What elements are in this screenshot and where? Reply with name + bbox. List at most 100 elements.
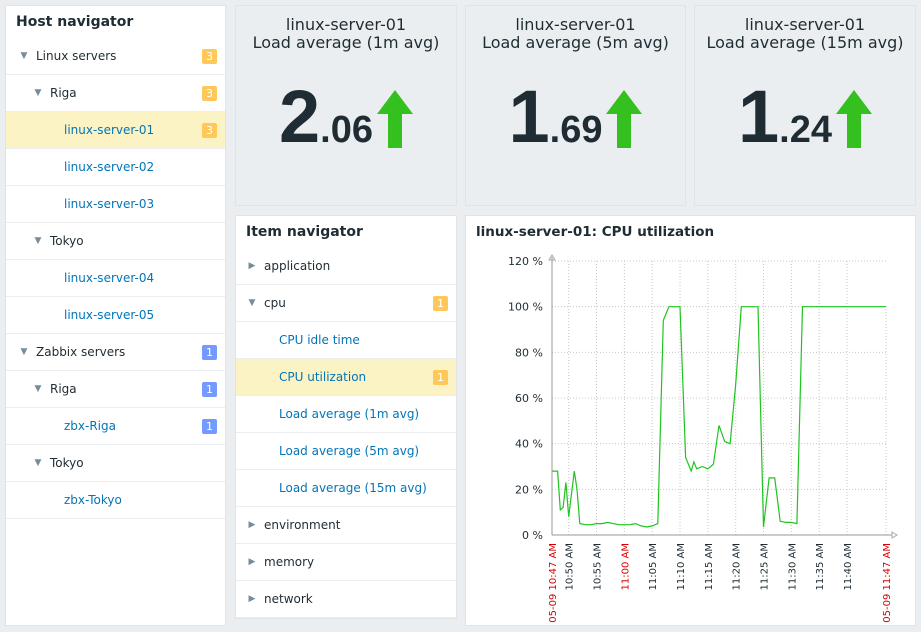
collapse-arrow-right-icon[interactable]: ▶ — [248, 261, 256, 271]
host-group-tree-item[interactable]: ▼ Zabbix servers 1 — [6, 334, 225, 371]
tree-item-label: Riga — [50, 86, 77, 100]
x-tick-label: 11:15 AM — [704, 543, 715, 590]
tree-item-label[interactable]: linux-server-01 — [64, 123, 155, 137]
item-group-tree-item[interactable]: ▶ application — [236, 248, 456, 285]
host-group-tree-item[interactable]: ▼ Tokyo — [6, 445, 225, 482]
metric-widget-load-1m[interactable]: linux-server-01 Load average (1m avg) 2.… — [235, 5, 457, 206]
y-tick-label: 80 % — [515, 346, 543, 359]
x-tick-label: 11:30 AM — [787, 543, 798, 590]
metric-value: 1.24 — [695, 74, 915, 159]
tree-item-label[interactable]: Load average (1m avg) — [279, 407, 420, 421]
host-tree-item[interactable]: linux-server-03 — [6, 186, 225, 223]
tree-item-label[interactable]: zbx-Tokyo — [64, 493, 122, 507]
cpu-utilization-series-line — [552, 306, 886, 528]
host-tree-item[interactable]: linux-server-05 — [6, 297, 225, 334]
item-tree-item[interactable]: CPU utilization 1 — [236, 359, 456, 396]
item-tree-item[interactable]: CPU idle time — [236, 322, 456, 359]
tree-item-label[interactable]: linux-server-03 — [64, 197, 155, 211]
graph-title: linux-server-01: CPU utilization — [476, 224, 715, 240]
host-navigator-title: Host navigator — [16, 14, 134, 30]
host-tree-item[interactable]: linux-server-02 — [6, 149, 225, 186]
y-axis-arrow-icon — [548, 254, 556, 261]
x-axis-arrow-icon — [891, 531, 898, 539]
x-tick-label: 11:20 AM — [732, 543, 743, 590]
y-tick-label: 60 % — [515, 392, 543, 405]
tree-item-label: memory — [264, 555, 315, 569]
host-group-tree-item[interactable]: ▼ Linux servers 3 — [6, 38, 225, 75]
tree-item-label[interactable]: Load average (15m avg) — [279, 481, 427, 495]
expand-arrow-down-icon[interactable]: ▼ — [34, 458, 42, 468]
tree-item-label: Riga — [50, 382, 77, 396]
tree-item-label: network — [264, 592, 313, 606]
item-tree-item[interactable]: Load average (15m avg) — [236, 470, 456, 507]
problem-count-badge: 1 — [433, 370, 448, 385]
problem-count-badge: 1 — [202, 345, 217, 360]
x-tick-label: 11:00 AM — [620, 543, 631, 590]
x-tick-label: 11:35 AM — [815, 543, 826, 590]
expand-arrow-down-icon[interactable]: ▼ — [20, 347, 28, 357]
cpu-utilization-chart[interactable]: 0 % 20 % 40 % 60 % 80 % 100 % 120 % 05-09 10:47… — [466, 254, 915, 624]
metric-value-decimal: .24 — [779, 109, 832, 151]
host-tree-item[interactable]: zbx-Tokyo — [6, 482, 225, 519]
host-group-tree-item[interactable]: ▼ Tokyo — [6, 223, 225, 260]
tree-item-label[interactable]: zbx-Riga — [64, 419, 116, 433]
y-tick-label: 40 % — [515, 438, 543, 451]
metric-host: linux-server-01 — [744, 15, 866, 34]
tree-item-label: environment — [264, 518, 341, 532]
x-tick-label: 05-09 10:47 AM — [548, 543, 559, 623]
x-tick-label: 11:25 AM — [760, 543, 771, 590]
trend-up-arrow-icon — [606, 90, 643, 151]
collapse-arrow-right-icon[interactable]: ▶ — [248, 594, 256, 604]
tree-item-label[interactable]: linux-server-05 — [64, 308, 155, 322]
item-group-tree-item[interactable]: ▼ cpu 1 — [236, 285, 456, 322]
metric-widget-load-5m[interactable]: linux-server-01 Load average (5m avg) 1.… — [465, 5, 686, 206]
tree-item-label[interactable]: CPU idle time — [279, 333, 360, 347]
tree-item-label: cpu — [264, 296, 286, 310]
expand-arrow-down-icon[interactable]: ▼ — [34, 236, 42, 246]
metric-host: linux-server-01 — [285, 15, 407, 34]
tree-item-label[interactable]: linux-server-04 — [64, 271, 155, 285]
tree-item-label[interactable]: CPU utilization — [279, 370, 367, 384]
metric-value-integer: 1 — [738, 75, 780, 158]
tree-item-label[interactable]: linux-server-02 — [64, 160, 155, 174]
item-tree-item[interactable]: Load average (5m avg) — [236, 433, 456, 470]
metric-widget-load-15m[interactable]: linux-server-01 Load average (15m avg) 1… — [694, 5, 916, 206]
problem-count-badge: 3 — [202, 123, 217, 138]
host-tree-item[interactable]: zbx-Riga 1 — [6, 408, 225, 445]
trend-up-arrow-icon — [376, 90, 413, 151]
host-tree-item[interactable]: linux-server-01 3 — [6, 112, 225, 149]
expand-arrow-down-icon[interactable]: ▼ — [34, 88, 42, 98]
host-group-tree-item[interactable]: ▼ Riga 1 — [6, 371, 225, 408]
expand-arrow-down-icon[interactable]: ▼ — [34, 384, 42, 394]
expand-arrow-down-icon[interactable]: ▼ — [248, 298, 256, 308]
item-group-tree-item[interactable]: ▶ network — [236, 581, 456, 618]
collapse-arrow-right-icon[interactable]: ▶ — [248, 557, 256, 567]
tree-item-label: Zabbix servers — [36, 345, 126, 359]
item-tree-item[interactable]: Load average (1m avg) — [236, 396, 456, 433]
item-navigator-title: Item navigator — [246, 224, 363, 240]
x-tick-label: 11:40 AM — [843, 543, 854, 590]
cpu-graph-panel: linux-server-01: CPU utilization 0 % 20 %… — [465, 215, 916, 626]
y-tick-label: 0 % — [522, 529, 543, 542]
metric-value-decimal: .69 — [549, 109, 603, 151]
x-tick-label: 05-09 11:47 AM — [882, 543, 893, 623]
collapse-arrow-right-icon[interactable]: ▶ — [248, 520, 256, 530]
tree-item-label: Tokyo — [50, 456, 84, 470]
problem-count-badge: 1 — [433, 296, 448, 311]
y-tick-label: 100 % — [508, 301, 543, 314]
problem-count-badge: 3 — [202, 49, 217, 64]
metric-description: Load average (5m avg) — [482, 33, 669, 52]
metric-value: 1.69 — [466, 74, 685, 159]
item-group-tree-item[interactable]: ▶ memory — [236, 544, 456, 581]
tree-item-label[interactable]: Load average (5m avg) — [279, 444, 420, 458]
y-tick-label: 120 % — [508, 255, 543, 268]
metric-value-decimal: .06 — [320, 109, 373, 151]
host-group-tree-item[interactable]: ▼ Riga 3 — [6, 75, 225, 112]
expand-arrow-down-icon[interactable]: ▼ — [20, 51, 28, 61]
tree-item-label: Linux servers — [36, 49, 117, 63]
host-tree-item[interactable]: linux-server-04 — [6, 260, 225, 297]
item-group-tree-item[interactable]: ▶ environment — [236, 507, 456, 544]
host-navigator-panel: Host navigator ▼ Linux servers 3 ▼ Riga 3 linu… — [5, 5, 226, 626]
tree-item-label: Tokyo — [50, 234, 84, 248]
x-tick-label: 10:50 AM — [565, 543, 576, 590]
